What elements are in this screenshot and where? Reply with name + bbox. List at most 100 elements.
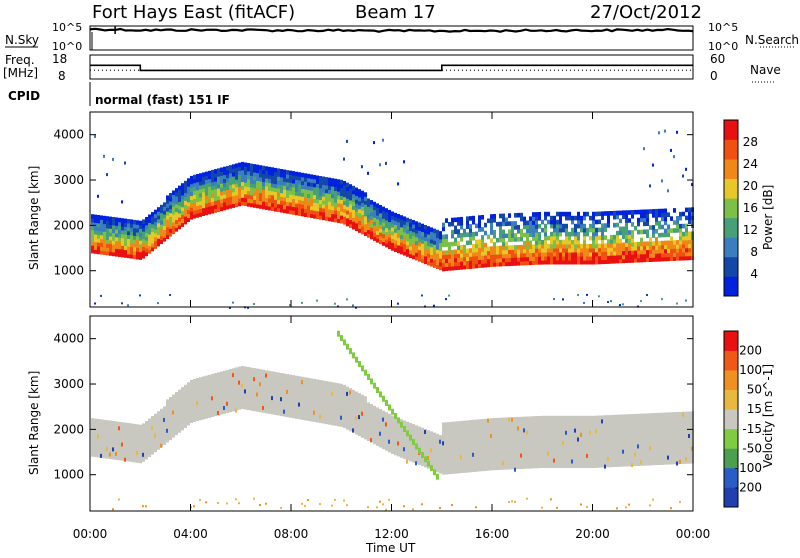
velocity-cell bbox=[415, 461, 417, 466]
power-cell bbox=[511, 249, 514, 254]
power-cell bbox=[256, 203, 259, 209]
velocity-cell bbox=[628, 503, 630, 506]
power-cell bbox=[487, 254, 490, 260]
power-cell bbox=[94, 241, 97, 247]
power-cell bbox=[502, 221, 505, 227]
power-cell bbox=[640, 213, 643, 219]
power-cell bbox=[91, 245, 94, 250]
power-cell bbox=[658, 248, 661, 254]
power-cell bbox=[274, 179, 277, 185]
velocity-cell bbox=[226, 369, 229, 413]
velocity-cell bbox=[394, 416, 397, 456]
power-cell bbox=[583, 243, 586, 249]
power-cell bbox=[646, 253, 649, 259]
velocity-cell bbox=[454, 421, 457, 474]
velocity-cell bbox=[622, 449, 624, 454]
power-cell bbox=[664, 240, 667, 246]
y-tick-label: 4000 bbox=[53, 128, 84, 142]
power-cell bbox=[289, 209, 292, 215]
power-cell bbox=[190, 175, 193, 181]
power-cell bbox=[205, 195, 208, 200]
power-cell bbox=[151, 242, 154, 248]
power-cell bbox=[277, 184, 280, 189]
power-cell bbox=[487, 246, 490, 252]
power-cell bbox=[208, 202, 211, 207]
power-cell bbox=[331, 209, 334, 214]
power-cell bbox=[355, 203, 358, 208]
velocity-cell bbox=[517, 416, 520, 470]
power-cell bbox=[244, 182, 247, 187]
power-cell bbox=[610, 247, 613, 252]
power-cell bbox=[232, 172, 235, 177]
power-cell bbox=[556, 219, 559, 225]
power-cell bbox=[214, 200, 217, 205]
power-cell bbox=[172, 206, 175, 211]
power-cell bbox=[589, 223, 592, 229]
power-cell bbox=[199, 212, 202, 217]
power-cell bbox=[664, 232, 667, 238]
velocity-cell bbox=[379, 409, 382, 448]
velocity-cell bbox=[346, 504, 348, 507]
power-cell bbox=[133, 223, 136, 229]
power-cell bbox=[193, 210, 196, 215]
power-cell bbox=[232, 164, 235, 169]
power-cell bbox=[220, 187, 223, 192]
velocity-colorbar-tick: 50 bbox=[747, 383, 762, 397]
power-cell bbox=[520, 236, 523, 242]
power-cell bbox=[346, 217, 349, 223]
velocity-cell bbox=[280, 373, 283, 417]
power-cell bbox=[493, 258, 496, 263]
power-cell bbox=[145, 217, 148, 222]
power-cell bbox=[136, 239, 139, 244]
power-cell bbox=[235, 194, 238, 200]
power-cell bbox=[607, 301, 609, 303]
velocity-cell bbox=[439, 507, 441, 509]
power-cell bbox=[682, 231, 685, 237]
power-cell bbox=[199, 208, 202, 213]
power-cell bbox=[397, 217, 400, 223]
power-cell bbox=[523, 240, 526, 246]
power-cell bbox=[385, 212, 388, 217]
power-cell bbox=[571, 231, 574, 237]
velocity-cell bbox=[580, 503, 582, 506]
power-cell bbox=[472, 264, 475, 269]
power-cell bbox=[559, 227, 562, 233]
velocity-cell bbox=[379, 391, 382, 398]
power-cell bbox=[520, 260, 523, 266]
power-cell bbox=[547, 243, 550, 249]
power-cell bbox=[196, 193, 199, 199]
power-cell bbox=[166, 226, 169, 232]
power-cell bbox=[622, 214, 625, 219]
power-cell bbox=[301, 200, 304, 205]
velocity-cell bbox=[349, 348, 352, 355]
power-cell bbox=[265, 197, 268, 203]
velocity-cell bbox=[334, 382, 337, 426]
velocity-cell bbox=[334, 498, 336, 501]
velocity-cell bbox=[574, 415, 577, 468]
power-cell bbox=[160, 227, 163, 233]
velocity-cell bbox=[475, 506, 477, 509]
power-cell bbox=[169, 204, 172, 210]
power-cell bbox=[400, 226, 403, 232]
power-cell bbox=[634, 209, 637, 215]
power-cell bbox=[175, 219, 178, 224]
power-cell bbox=[532, 260, 535, 265]
power-cell bbox=[634, 254, 637, 259]
power-cell bbox=[550, 219, 553, 225]
velocity-cell bbox=[403, 420, 406, 459]
power-cell bbox=[391, 234, 394, 240]
power-cell bbox=[91, 237, 94, 242]
power-cell bbox=[508, 245, 511, 250]
power-cell bbox=[505, 257, 508, 263]
velocity-cell bbox=[151, 425, 153, 430]
velocity-cell bbox=[154, 433, 156, 438]
power-cell bbox=[511, 221, 514, 226]
power-cell bbox=[127, 238, 130, 243]
power-cell bbox=[160, 220, 163, 225]
power-cell bbox=[607, 239, 610, 244]
power-cell bbox=[256, 184, 259, 189]
velocity-cell bbox=[685, 457, 687, 462]
power-cell bbox=[181, 187, 184, 192]
power-cell bbox=[658, 257, 661, 262]
power-cell bbox=[448, 258, 451, 263]
